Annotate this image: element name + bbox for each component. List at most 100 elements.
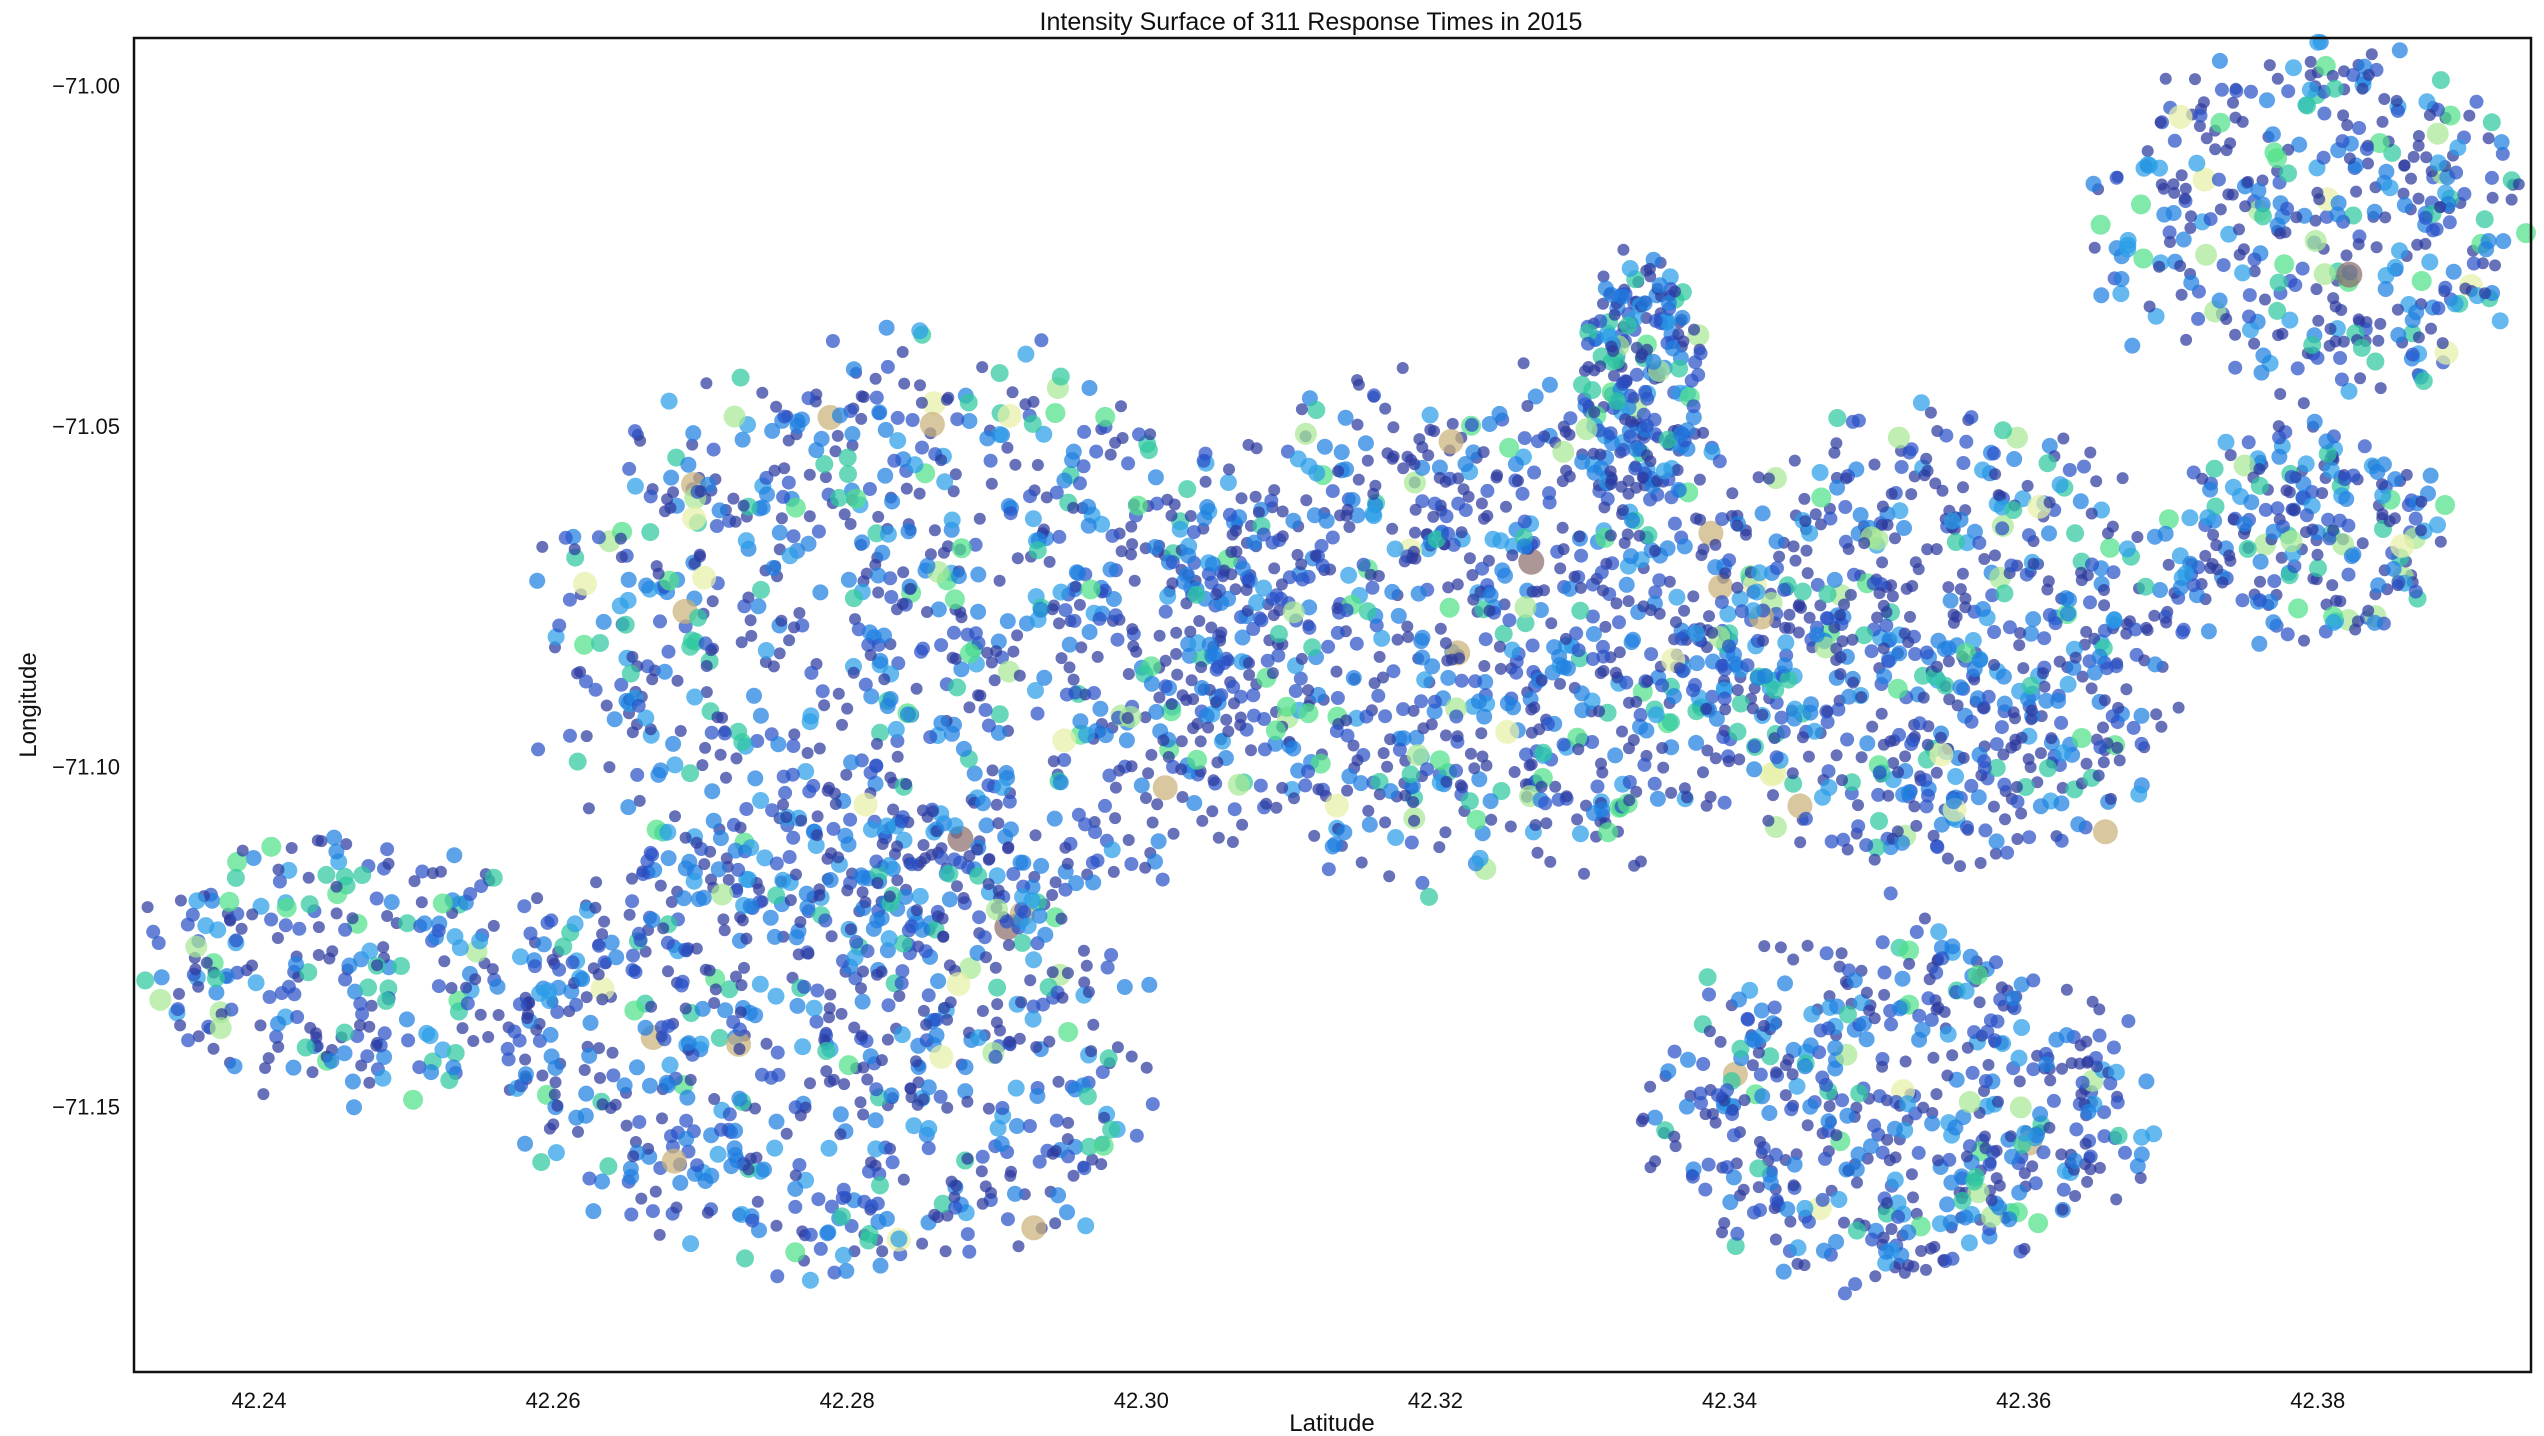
data-point (174, 894, 187, 907)
data-point (360, 1049, 375, 1064)
data-point (1349, 636, 1364, 651)
data-point (652, 567, 665, 580)
x-tick-label: 42.36 (1996, 1388, 2051, 1413)
data-point (1546, 639, 1563, 656)
data-point (1697, 543, 1710, 556)
data-point (588, 682, 603, 697)
data-point (2207, 528, 2220, 541)
data-point (1762, 814, 1775, 827)
data-point (2376, 478, 2388, 491)
data-point (1793, 582, 1812, 601)
data-point (1187, 722, 1200, 735)
data-point (1892, 766, 1905, 779)
data-point (1275, 578, 1288, 591)
data-point (1868, 458, 1881, 471)
data-point (1648, 313, 1663, 328)
data-point (1932, 1001, 1945, 1014)
data-point (207, 1042, 220, 1055)
data-point (723, 1158, 740, 1175)
data-point (1615, 376, 1630, 391)
data-point (843, 812, 858, 827)
data-point (1858, 1031, 1875, 1048)
data-point (919, 411, 945, 437)
data-point (811, 829, 824, 842)
data-point (1933, 816, 1950, 833)
data-point (775, 614, 788, 627)
data-point (2152, 582, 2168, 598)
data-point (697, 1173, 714, 1189)
data-point (547, 1144, 565, 1162)
data-point (689, 608, 708, 627)
data-point (990, 798, 1003, 811)
data-point (1230, 524, 1242, 537)
data-point (1653, 607, 1666, 620)
data-point (2138, 1073, 2155, 1090)
data-point (1714, 1035, 1727, 1048)
data-point (2227, 96, 2239, 109)
data-point (1095, 1158, 1108, 1171)
data-point (1059, 1204, 1075, 1221)
data-point (1641, 449, 1654, 462)
data-point (1298, 703, 1319, 724)
data-point (2141, 145, 2154, 158)
data-point (914, 921, 931, 938)
data-point (1295, 572, 1310, 587)
data-point (869, 372, 882, 385)
data-point (2192, 167, 2217, 192)
data-point (949, 468, 962, 481)
data-point (1981, 689, 1996, 704)
data-point (2105, 709, 2120, 724)
data-point (742, 839, 760, 857)
data-point (742, 898, 759, 915)
data-point (1306, 507, 1323, 524)
data-point (1086, 1153, 1099, 1166)
data-point (1687, 590, 1700, 603)
data-point (1347, 739, 1360, 752)
data-point (2469, 94, 2484, 109)
data-point (1872, 1089, 1887, 1104)
data-point (2000, 845, 2015, 860)
data-point (418, 1024, 436, 1042)
data-point (1142, 767, 1155, 780)
data-point (682, 1235, 700, 1253)
data-point (1008, 1118, 1025, 1134)
data-point (1446, 653, 1458, 666)
data-point (2378, 163, 2395, 180)
data-point (1774, 941, 1787, 954)
data-point (1465, 444, 1482, 461)
data-point (1046, 810, 1063, 827)
data-point (2038, 692, 2055, 709)
data-point (2391, 242, 2408, 260)
data-point (2377, 267, 2395, 284)
x-tick-label: 42.24 (231, 1388, 286, 1413)
data-point (2234, 264, 2252, 282)
data-point (1607, 747, 1624, 764)
data-point (1905, 1168, 1918, 1181)
data-point (656, 1112, 668, 1125)
x-axis-ticks: 42.24 42.26 42.28 42.30 42.32 42.34 42.36 42.38 (231, 1388, 2345, 1413)
data-point (887, 803, 900, 816)
data-point (1828, 409, 1847, 427)
data-point (694, 485, 707, 498)
data-point (1308, 829, 1321, 842)
data-point (1936, 676, 1955, 695)
data-point (2290, 211, 2303, 224)
data-point (1942, 655, 1955, 668)
data-point (2334, 595, 2347, 608)
data-point (377, 941, 390, 954)
data-point (1749, 1159, 1768, 1178)
data-point (1801, 524, 1819, 542)
data-point (864, 649, 877, 661)
data-point (328, 843, 345, 860)
data-point (1633, 707, 1648, 722)
data-point (1594, 801, 1611, 818)
data-point (993, 574, 1006, 587)
data-point (1645, 353, 1662, 370)
data-point (1001, 441, 1014, 454)
data-point (1031, 459, 1044, 471)
y-tick-label: −71.05 (52, 414, 120, 439)
data-point (826, 821, 841, 836)
data-point (2175, 169, 2188, 182)
data-point (871, 968, 883, 981)
data-point (2119, 231, 2137, 249)
